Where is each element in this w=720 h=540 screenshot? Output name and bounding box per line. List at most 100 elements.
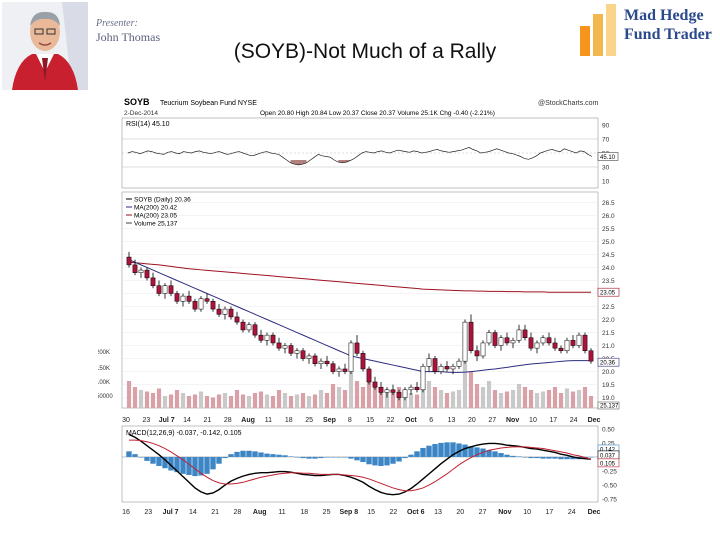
volume-bar [480, 387, 486, 408]
volume-bar [390, 391, 396, 408]
candle-body [198, 298, 204, 310]
candle-body [294, 350, 300, 354]
candle-body [396, 392, 402, 398]
volume-bar [474, 384, 480, 408]
volume-bar [276, 390, 282, 408]
candle-body [492, 332, 498, 346]
candle-body [186, 295, 192, 302]
macd-histogram-bar [492, 451, 498, 457]
x-tick-label-bottom: 20 [456, 509, 464, 516]
macd-histogram-bar [588, 456, 594, 458]
x-tick-label-bottom: 18 [300, 509, 308, 516]
price-tick-label: 20.0 [602, 369, 615, 376]
presenter-name: John Thomas [96, 30, 161, 44]
ohlc-text: Open 20.80 High 20.84 Low 20.37 Close 20… [260, 110, 495, 117]
candle-body [402, 389, 408, 398]
candle-body [342, 368, 348, 372]
macd-histogram-bar [270, 454, 276, 457]
macd-histogram-bar [372, 456, 378, 466]
candle-body [420, 366, 426, 391]
candle-body [336, 368, 342, 372]
x-tick-label-bottom: 16 [122, 509, 130, 516]
candle-body [240, 321, 246, 331]
volume-bar [126, 381, 132, 408]
stock-chart: SOYB Teucrium Soybean Fund NYSE @StockCh… [96, 96, 620, 520]
volume-bar [150, 393, 156, 408]
macd-histogram-bar [558, 456, 564, 460]
volume-bar [426, 381, 432, 408]
macd-histogram-bar [204, 456, 210, 474]
macd-histogram-bar [228, 454, 234, 457]
macd-histogram-bar [342, 456, 348, 458]
volume-bar [378, 390, 384, 408]
price-tick-label: 22.5 [602, 304, 615, 311]
rsi-line [127, 147, 593, 166]
macd-histogram-bar [162, 456, 168, 469]
rsi-tick-label: 90 [602, 123, 610, 130]
macd-histogram-bar [138, 456, 144, 458]
macd-histogram-bar [264, 453, 270, 457]
volume-bar [420, 384, 426, 408]
macd-histogram-bar [192, 456, 198, 477]
candle-body [210, 301, 216, 310]
macd-histogram-bar [510, 455, 516, 457]
candle-body [516, 329, 522, 341]
x-tick-label-top: 14 [183, 417, 191, 424]
candle-body [384, 389, 390, 393]
volume-bar [270, 396, 276, 408]
candle-body [366, 368, 372, 383]
macd-histogram-bar [282, 455, 288, 457]
volume-bar [444, 393, 450, 408]
ma200-box [597, 287, 620, 297]
macd-tick-label: -0.75 [602, 497, 617, 504]
x-tick-label-bottom: 13 [434, 509, 442, 516]
macd-histogram-bar [312, 456, 318, 459]
volume-bar [366, 372, 372, 408]
macd-histogram-bar [216, 456, 222, 464]
candle-body [354, 342, 360, 354]
candle-body [432, 358, 438, 372]
volume-bar [144, 391, 150, 408]
candle-body [438, 366, 444, 372]
volume-tick-label: 50000 [98, 394, 113, 400]
candle-body [408, 386, 414, 391]
x-tick-label-top: 28 [224, 417, 232, 424]
volume-bar [408, 393, 414, 408]
macd-histogram-bar [570, 456, 576, 460]
volume-bar [342, 390, 348, 408]
volume-bar [312, 394, 318, 408]
macd-histogram-bar [210, 456, 216, 470]
macd-histogram-bar [498, 453, 504, 457]
volume-bar [168, 394, 174, 408]
volume-bar [204, 396, 210, 408]
volume-current-box [597, 401, 620, 410]
candle-body [534, 342, 540, 349]
price-legend-entry: SOYB (Daily) 20.36 [134, 197, 191, 204]
macd-histogram-bar [540, 456, 546, 459]
candle-body [126, 256, 132, 266]
macd-histogram-bar [486, 450, 492, 457]
volume-bar [234, 390, 240, 408]
candle-body [522, 329, 528, 338]
volume-bar [540, 391, 546, 408]
macd-histogram-bar [522, 456, 528, 458]
candle-body [282, 345, 288, 349]
volume-bar [252, 393, 258, 408]
candle-body [474, 350, 480, 357]
price-legend-entry: Volume 25,137 [134, 221, 178, 228]
macd-histogram-bar [444, 442, 450, 457]
price-tick-label: 24.0 [602, 265, 615, 272]
volume-bar [348, 366, 354, 408]
price-tick-label: 21.5 [602, 330, 615, 337]
volume-tick-label: 200K [98, 350, 110, 356]
volume-bar [162, 396, 168, 408]
macd-histogram-bar [258, 452, 264, 457]
x-tick-label-top: Jul 7 [159, 417, 175, 424]
candle-body [582, 334, 588, 351]
macd-histogram-bar [504, 454, 510, 457]
macd-histogram-bar [450, 442, 456, 457]
macd-histogram-bar [462, 444, 468, 457]
volume-bar [132, 387, 138, 408]
volume-bar [258, 391, 264, 408]
volume-bar [576, 390, 582, 408]
